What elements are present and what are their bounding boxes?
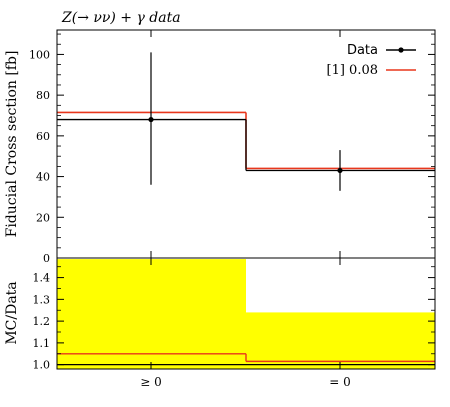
legend-label: Data [347, 43, 378, 58]
axis-ticks: 0 20 40 60 80 100 1.0 1.1 1.2 1.3 1.4 ≥ 0 = 0 [29, 30, 435, 389]
ratio-y-tick-label: 1.3 [33, 293, 51, 306]
y-tick-label: 0 [43, 252, 50, 265]
ratio-band-group [57, 259, 435, 369]
x-tick-label: = 0 [329, 375, 351, 389]
data-point [337, 167, 343, 174]
ratio-uncertainty-band [246, 312, 435, 369]
y-tick-label: 100 [29, 48, 50, 61]
y-axis-label-main: Fiducial Cross section [fb] [4, 51, 20, 238]
y-tick-label: 40 [36, 171, 50, 184]
ratio-y-tick-label: 1.1 [33, 337, 51, 350]
chart-title: Z(→ νν) + γ data [61, 10, 181, 26]
ratio-panel-frame [56, 257, 436, 370]
main-panel-content [57, 52, 435, 191]
ratio-uncertainty-band [57, 259, 246, 369]
x-tick-label: ≥ 0 [140, 375, 162, 389]
ratio-y-tick-label: 1.2 [33, 315, 51, 328]
legend: Data [1] 0.08 [327, 43, 416, 78]
legend-marker [398, 47, 404, 53]
legend-label: [1] 0.08 [327, 63, 379, 78]
y-tick-label: 20 [36, 211, 50, 224]
data-point [148, 116, 154, 123]
ratio-y-tick-label: 1.4 [33, 272, 51, 285]
y-axis-label-ratio: MC/Data [4, 281, 20, 344]
y-tick-label: 80 [36, 89, 50, 102]
y-tick-label: 60 [36, 130, 50, 143]
ratio-y-tick-label: 1.0 [33, 359, 51, 372]
